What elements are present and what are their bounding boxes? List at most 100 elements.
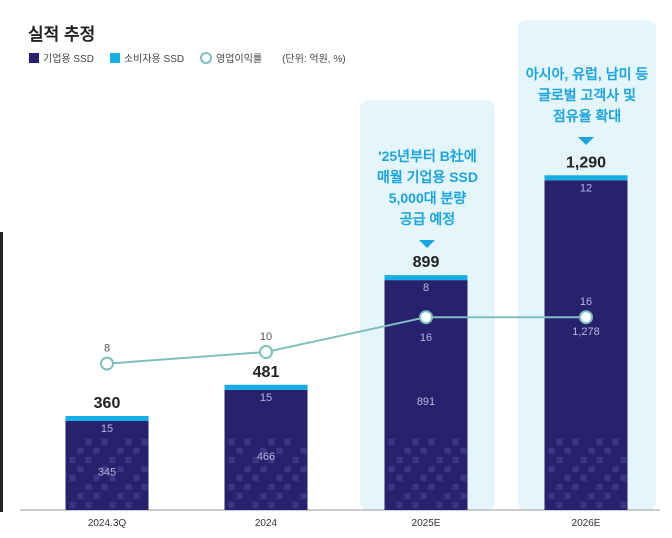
bar-pattern — [396, 502, 403, 508]
bar-pattern — [452, 502, 459, 508]
enterprise-label: 1,278 — [572, 326, 600, 338]
bar-pattern — [572, 484, 579, 490]
consumer-label: 8 — [423, 282, 429, 294]
legend-swatch-consumer — [109, 52, 120, 63]
bar-pattern — [117, 448, 124, 454]
bar-pattern — [548, 466, 555, 472]
callout-2025: '25년부터 B社에 매월 기업용 SSD 5,000대 분량 공급 예정 — [360, 146, 495, 230]
bar-pattern — [260, 466, 267, 472]
bar-pattern — [580, 502, 587, 508]
bar-pattern — [228, 439, 235, 445]
bar-pattern — [141, 484, 148, 490]
bar-pattern — [428, 466, 435, 472]
bar-pattern — [428, 439, 435, 445]
bar-pattern — [276, 448, 283, 454]
bar-pattern — [428, 484, 435, 490]
bar-pattern — [404, 493, 411, 499]
bar-consumer — [384, 275, 468, 281]
bar-pattern — [588, 493, 595, 499]
enterprise-label: 466 — [257, 451, 275, 463]
bar-pattern — [444, 448, 451, 454]
bar-pattern — [548, 448, 555, 454]
bar-pattern — [125, 439, 132, 445]
bar-pattern — [244, 466, 251, 472]
margin-label: 8 — [104, 343, 110, 355]
bar-pattern — [588, 466, 595, 472]
callout-line: 공급 예정 — [399, 211, 456, 227]
bar-pattern — [596, 484, 603, 490]
bar-pattern — [556, 457, 563, 463]
bar-pattern — [556, 502, 563, 508]
x-tick-label: 2025E — [412, 518, 441, 529]
total-label: 360 — [94, 395, 121, 412]
bar-pattern — [604, 493, 611, 499]
bar-pattern — [404, 448, 411, 454]
bar-pattern — [556, 484, 563, 490]
bar-pattern — [228, 502, 235, 508]
arrow-down-icon — [419, 240, 435, 248]
bar-pattern — [228, 484, 235, 490]
bar-pattern — [101, 439, 108, 445]
bar-pattern — [284, 484, 291, 490]
bar-pattern — [284, 466, 291, 472]
margin-label: 16 — [420, 332, 432, 344]
bar-pattern — [300, 448, 307, 454]
bar-pattern — [588, 448, 595, 454]
arrow-down-icon — [578, 137, 594, 145]
bar-consumer — [65, 415, 149, 421]
bar-pattern — [300, 493, 307, 499]
bar-pattern — [388, 439, 395, 445]
callout-line: '25년부터 B社에 — [378, 148, 477, 164]
bar-pattern — [117, 493, 124, 499]
bar-pattern — [612, 466, 619, 472]
legend-enterprise: 기업용 SSD — [43, 54, 94, 65]
bar-pattern — [564, 475, 571, 481]
bar-pattern — [452, 457, 459, 463]
bar-pattern — [69, 502, 76, 508]
bar-pattern — [93, 493, 100, 499]
bar-pattern — [420, 448, 427, 454]
bar-pattern — [109, 475, 116, 481]
callout-line: 점유율 확대 — [552, 108, 622, 124]
bar-pattern — [125, 484, 132, 490]
x-tick-label: 2024.3Q — [88, 518, 127, 529]
bar-pattern — [268, 457, 275, 463]
margin-label: 10 — [260, 331, 272, 343]
bar-pattern — [620, 502, 627, 508]
total-label: 481 — [253, 364, 280, 381]
x-tick-label: 2024 — [255, 518, 278, 529]
bar-pattern — [572, 439, 579, 445]
bar-pattern — [85, 484, 92, 490]
bar-pattern — [260, 448, 267, 454]
consumer-label: 15 — [260, 392, 272, 404]
bar-pattern — [612, 484, 619, 490]
bar-pattern — [85, 457, 92, 463]
bar-pattern — [412, 439, 419, 445]
bar-pattern — [396, 475, 403, 481]
bar-pattern — [268, 439, 275, 445]
bar-pattern — [444, 493, 451, 499]
bar-pattern — [69, 475, 76, 481]
x-tick-label: 2026E — [572, 518, 601, 529]
bar-pattern — [292, 475, 299, 481]
bar-pattern — [276, 493, 283, 499]
bar-pattern — [244, 439, 251, 445]
bar-pattern — [109, 502, 116, 508]
legend-unit: (단위: 억원, %) — [282, 54, 346, 65]
legend-marker-margin — [200, 51, 213, 64]
bar-pattern — [388, 484, 395, 490]
bar-pattern — [93, 448, 100, 454]
bar-consumer — [224, 384, 308, 390]
bar-pattern — [436, 475, 443, 481]
bar-pattern — [133, 493, 140, 499]
legend-consumer: 소비자용 SSD — [123, 54, 185, 65]
callout-2026: 아시아, 유럽, 남미 등 글로벌 고객사 및 점유율 확대 — [518, 64, 656, 127]
bar-pattern — [412, 502, 419, 508]
bar-pattern — [612, 439, 619, 445]
bar-pattern — [620, 475, 627, 481]
bar-pattern — [125, 502, 132, 508]
bar-pattern — [596, 457, 603, 463]
bar-pattern — [596, 502, 603, 508]
bar-consumer — [544, 175, 628, 181]
